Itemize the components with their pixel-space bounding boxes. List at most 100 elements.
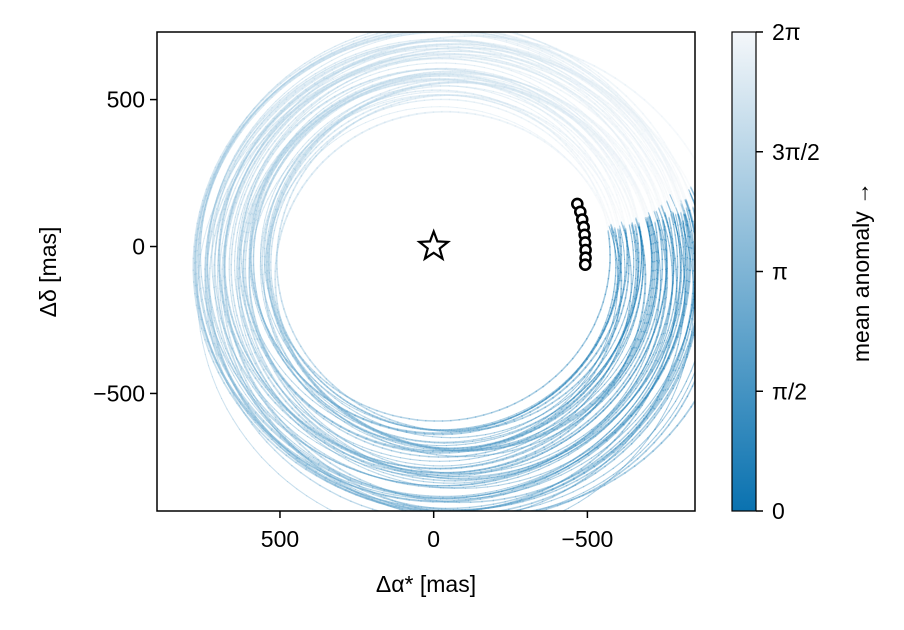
- orbit-segment: [498, 406, 509, 411]
- orbit-segment: [529, 130, 538, 136]
- orbit-segment: [279, 433, 289, 443]
- orbit-segment: [211, 349, 218, 361]
- orbit-segment: [289, 180, 296, 189]
- orbit-segment: [608, 148, 615, 158]
- orbit-segment: [238, 266, 242, 278]
- orbit-segment: [235, 358, 242, 371]
- orbit-segment: [632, 199, 637, 210]
- orbit-segment: [210, 173, 216, 186]
- orbit-segment: [640, 319, 645, 330]
- orbit-segment: [710, 267, 711, 278]
- orbit-segment: [257, 405, 266, 417]
- orbit-segment: [390, 455, 401, 459]
- orbit-segment: [483, 443, 494, 447]
- orbit-segment: [701, 222, 704, 233]
- orbit-segment: [276, 428, 287, 439]
- orbit-segment: [521, 126, 531, 132]
- orbit-segment: [457, 76, 469, 79]
- orbit-segment: [264, 298, 268, 308]
- orbit-segment: [482, 514, 494, 515]
- orbit-segment: [684, 176, 692, 188]
- orbit-segment: [398, 91, 408, 96]
- orbit-segment: [423, 515, 435, 517]
- orbit-segment: [699, 339, 702, 350]
- orbit-segment: [590, 126, 598, 136]
- orbit-segment: [292, 445, 303, 456]
- orbit-segment: [598, 202, 604, 212]
- orbit-segment: [593, 316, 599, 326]
- orbit-segment: [405, 107, 416, 111]
- orbit-segment: [408, 418, 419, 421]
- orbit-segment: [494, 38, 507, 43]
- orbit-segment: [632, 396, 641, 407]
- orbit-segment: [575, 156, 582, 165]
- orbit-segment: [200, 205, 205, 218]
- orbit-segment: [217, 242, 221, 255]
- orbit-segment: [547, 514, 558, 519]
- orbit-segment: [624, 318, 628, 329]
- orbit-segment: [619, 236, 622, 248]
- orbit-segment: [201, 237, 205, 251]
- orbit-segment: [698, 211, 702, 222]
- orbit-segment: [533, 118, 543, 125]
- orbit-segment: [229, 290, 233, 302]
- orbit-segment: [550, 128, 559, 136]
- orbit-segment: [474, 440, 486, 444]
- orbit-segment: [397, 65, 408, 69]
- orbit-segment: [344, 110, 354, 117]
- orbit-segment: [344, 483, 356, 490]
- orbit-segment: [658, 137, 668, 149]
- orbit-segment: [400, 51, 414, 56]
- orbit-segment: [236, 124, 245, 136]
- orbit-segment: [584, 380, 592, 389]
- orbit-segment: [301, 420, 311, 429]
- orbit-segment: [376, 498, 389, 504]
- orbit-segment: [265, 384, 274, 394]
- orbit-segment: [617, 164, 624, 175]
- orbit-segment: [647, 428, 656, 440]
- orbit-segment: [552, 465, 565, 473]
- orbit-segment: [593, 474, 605, 482]
- orbit-segment: [638, 272, 642, 283]
- orbit-segment: [392, 414, 402, 419]
- orbit-segment: [242, 250, 245, 263]
- orbit-segment: [269, 419, 279, 430]
- orbit-segment: [269, 465, 279, 475]
- orbit-segment: [329, 475, 341, 484]
- orbit-segment: [635, 207, 639, 219]
- orbit-segment: [263, 263, 267, 274]
- orbit-segment: [316, 149, 324, 156]
- orbit-segment: [228, 247, 231, 260]
- orbit-segment: [223, 209, 228, 222]
- orbit-segment: [457, 85, 468, 88]
- orbit-segment: [230, 134, 239, 145]
- orbit-segment: [506, 402, 516, 408]
- orbit-segment: [243, 170, 250, 183]
- orbit-segment: [348, 111, 359, 117]
- orbit-tracks: [192, 32, 712, 520]
- orbit-segment: [488, 519, 500, 520]
- orbit-segment: [704, 316, 706, 327]
- orbit-segment: [451, 497, 465, 500]
- orbit-segment: [281, 194, 287, 203]
- orbit-segment: [211, 376, 218, 389]
- orbit-segment: [630, 265, 632, 276]
- orbit-segment: [419, 459, 431, 462]
- orbit-segment: [317, 401, 325, 408]
- orbit-segment: [506, 50, 521, 55]
- orbit-segment: [306, 495, 318, 503]
- orbit-segment: [245, 379, 252, 392]
- orbit-segment: [642, 248, 645, 260]
- orbit-segment: [590, 373, 599, 382]
- orbit-segment: [358, 103, 368, 109]
- orbit-segment: [271, 237, 274, 248]
- orbit-segment: [661, 346, 668, 359]
- orbit-segment: [236, 286, 239, 297]
- orbit-segment: [622, 173, 628, 183]
- orbit-segment: [622, 297, 627, 307]
- orbit-segment: [630, 445, 641, 455]
- orbit-segment: [710, 242, 712, 253]
- orbit-segment: [217, 287, 220, 301]
- orbit-segment: [447, 48, 460, 51]
- orbit-segment: [234, 241, 237, 252]
